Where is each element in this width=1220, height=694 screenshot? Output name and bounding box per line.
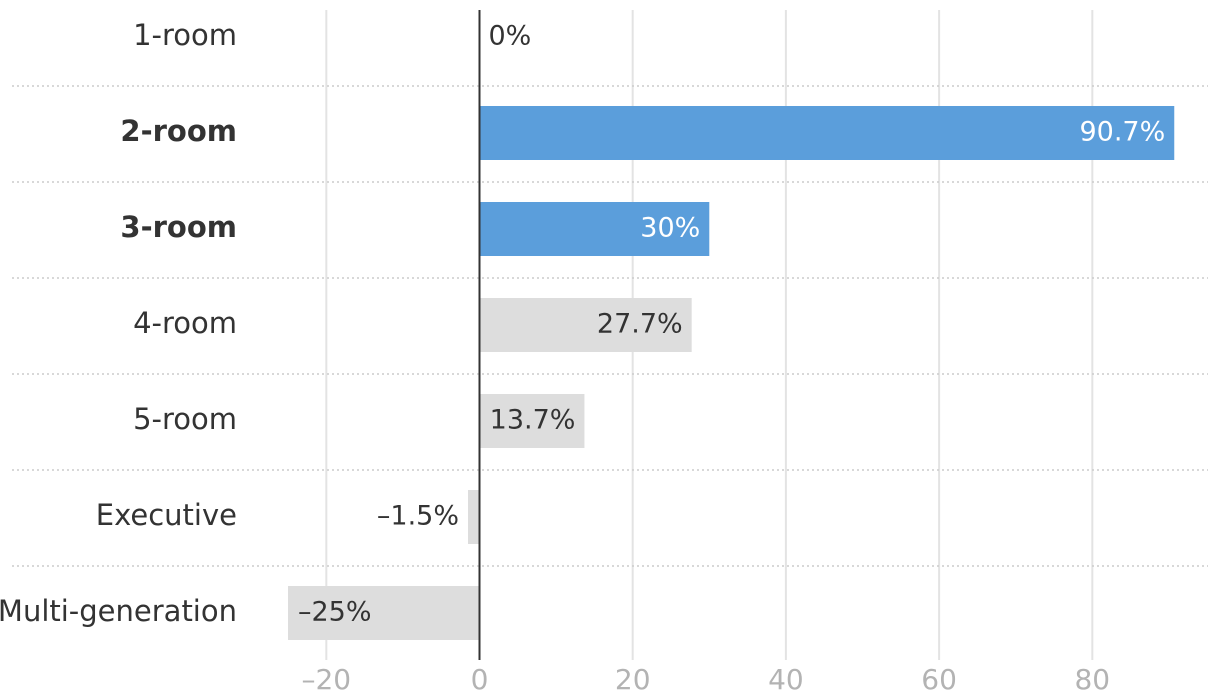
category-label: 3-room — [120, 210, 237, 244]
bar-5-room — [479, 394, 585, 448]
bar-multi-generation — [288, 586, 480, 640]
x-axis-ticks: –20 0 20 40 60 80 — [301, 663, 1110, 694]
x-tick-label: 60 — [921, 663, 957, 694]
value-label: 27.7% — [597, 309, 683, 340]
category-label: 1-room — [133, 18, 237, 52]
category-label: 4-room — [133, 306, 237, 340]
value-label: 13.7% — [490, 405, 576, 436]
bars — [288, 106, 1175, 640]
bar-2-room — [479, 106, 1175, 160]
value-label: –1.5% — [377, 501, 459, 532]
value-label: 90.7% — [1079, 117, 1165, 148]
x-tick-label: –20 — [301, 663, 351, 694]
category-label: 2-room — [120, 114, 237, 148]
value-label: –25% — [298, 597, 372, 628]
bar-executive — [468, 490, 480, 544]
x-tick-label: 40 — [768, 663, 804, 694]
category-labels: 1-room 2-room 3-room 4-room 5-room Executive M… — [0, 18, 237, 628]
value-label: 30% — [640, 213, 700, 244]
x-tick-label: 0 — [471, 663, 489, 694]
x-tick-label: 80 — [1074, 663, 1110, 694]
category-label: Executive — [96, 498, 237, 532]
value-label: 0% — [489, 21, 532, 52]
bar-4-room — [479, 298, 692, 352]
category-label: 5-room — [133, 402, 237, 436]
category-label: Multi-generation — [0, 594, 237, 628]
bar-3-room — [479, 202, 710, 256]
x-tick-label: 20 — [615, 663, 651, 694]
value-labels: 0% 90.7% 30% 27.7% 13.7% –1.5% –25% — [298, 21, 1165, 628]
row-separators — [12, 85, 1208, 567]
